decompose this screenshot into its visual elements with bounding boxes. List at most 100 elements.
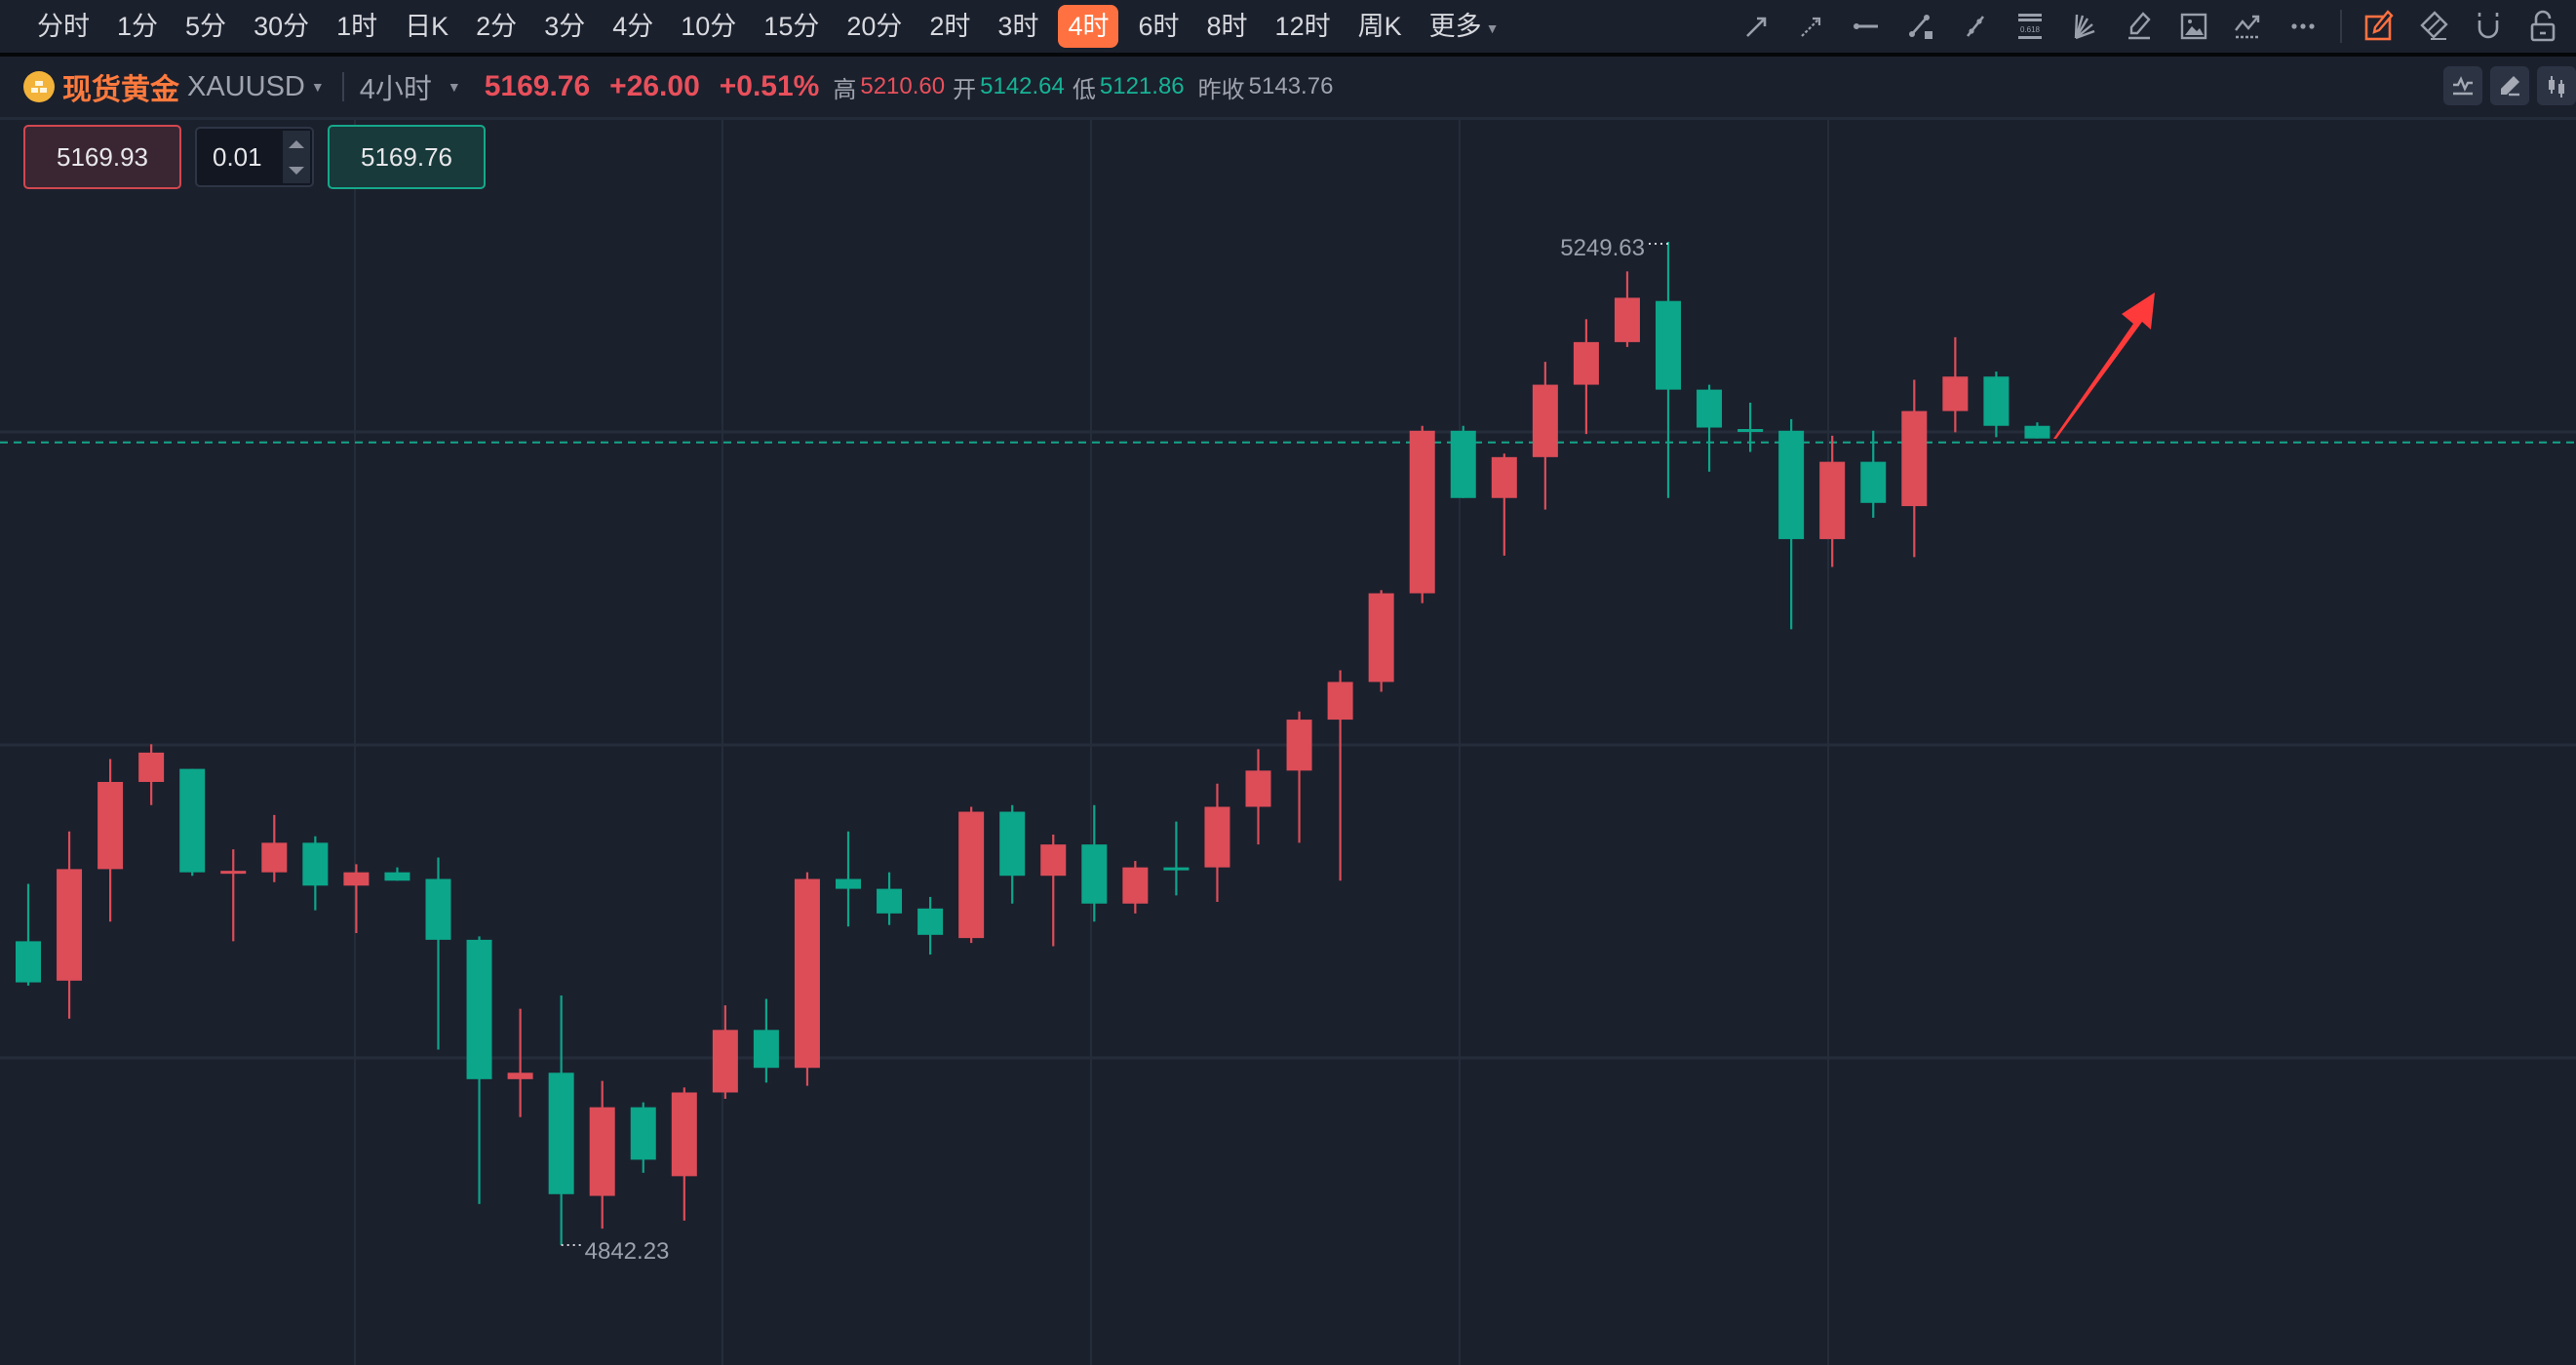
candles [16, 242, 2050, 1245]
magnet-icon [2478, 13, 2499, 39]
period-tab[interactable]: 2时 [916, 5, 984, 48]
candle [836, 831, 861, 927]
period-tab[interactable]: 6时 [1124, 5, 1192, 48]
period-label: 2时 [929, 12, 971, 41]
period-tab[interactable]: 15分 [750, 5, 833, 48]
candle [1860, 430, 1887, 518]
draw-mode-tool[interactable] [2352, 0, 2406, 53]
price-change-pct: +0.51% [719, 70, 820, 102]
toolbar-divider [2340, 10, 2342, 43]
period-tab[interactable]: 3时 [984, 5, 1052, 48]
period-tab[interactable]: 5分 [172, 5, 240, 48]
increment-icon[interactable] [289, 139, 304, 148]
candle [877, 872, 903, 925]
period-tab[interactable]: 更多 ▼ [1416, 5, 1513, 48]
candle [753, 998, 779, 1083]
quantity-stepper[interactable]: 0.01 [195, 127, 314, 187]
candle [302, 836, 329, 911]
period-tab[interactable]: 2分 [462, 5, 530, 48]
period-label: 3分 [544, 12, 586, 41]
symbol-code[interactable]: XAUUSD [187, 70, 305, 102]
period-label: 20分 [846, 12, 903, 41]
polyline-icon [2235, 15, 2260, 39]
period-tab[interactable]: 30分 [240, 5, 323, 48]
high-value: 5210.60 [860, 73, 946, 99]
candle [1942, 336, 1969, 433]
period-label: 更多 [1428, 12, 1482, 41]
lock-tool[interactable] [2516, 0, 2570, 53]
interval-selector[interactable]: 4小时 [359, 74, 432, 105]
ray-icon [1909, 15, 1932, 39]
decrement-icon[interactable] [289, 166, 304, 175]
eraser-tool[interactable] [2406, 0, 2461, 53]
draw-icon [2501, 76, 2519, 97]
period-tab[interactable]: 4时 [1058, 5, 1119, 48]
period-label: 日K [405, 12, 449, 41]
candle [1778, 418, 1805, 630]
period-label: 1时 [336, 12, 378, 41]
magnet-tool[interactable] [2461, 0, 2516, 53]
candle [1614, 271, 1640, 347]
candle-type-button[interactable] [2537, 66, 2576, 105]
high-label: 高 [833, 76, 857, 103]
period-tab[interactable]: 3分 [530, 5, 599, 48]
horizontal-line-icon [1854, 23, 1878, 29]
period-label: 10分 [681, 12, 737, 41]
period-tab[interactable]: 周K [1345, 5, 1416, 48]
period-tab[interactable]: 日K [391, 5, 462, 48]
extended-line-tool[interactable] [1784, 0, 1839, 53]
buy-price-button[interactable]: 5169.76 [328, 125, 486, 189]
low-label: 低 [1072, 76, 1096, 103]
symbol-dropdown-caret-icon[interactable]: ▼ [310, 79, 325, 95]
period-toolbar: 分时 1分 5分 30分 1时 日K 2分 3分 4分 10分 15分 20分 2时 3时 4时 6时 8时 12… [0, 0, 2576, 57]
max-price-label: 5249.63 [1560, 235, 1645, 261]
period-label: 2分 [476, 12, 518, 41]
fan-tool[interactable] [2057, 0, 2112, 53]
ray-tool[interactable] [1893, 0, 1948, 53]
eraser-icon [2420, 11, 2448, 40]
period-label: 6时 [1138, 12, 1180, 41]
candle [98, 759, 124, 922]
interval-dropdown-caret-icon[interactable]: ▼ [447, 79, 461, 95]
candle [425, 857, 451, 1050]
candle [1901, 379, 1928, 558]
polyline-tool[interactable] [2221, 0, 2276, 53]
stepper-controls [283, 131, 310, 183]
candlestick-chart[interactable]: 5249.63 4842.23 [0, 120, 2576, 1365]
period-tab[interactable]: 分时 [23, 5, 103, 48]
horizontal-line-tool[interactable] [1839, 0, 1893, 53]
period-tab[interactable]: 20分 [833, 5, 916, 48]
candle [220, 849, 247, 942]
candle [466, 936, 492, 1204]
arrow-icon [2053, 292, 2155, 439]
trend-line-tool[interactable] [1730, 0, 1784, 53]
quantity-input[interactable]: 0.01 [213, 141, 262, 172]
candle [917, 896, 944, 956]
symbol-name[interactable]: 现货黄金 [62, 74, 179, 106]
fibonacci-tool[interactable]: 0.618 [2003, 0, 2057, 53]
indicator-button[interactable] [2443, 66, 2482, 105]
period-tab[interactable]: 4分 [599, 5, 667, 48]
candle [1327, 670, 1353, 881]
period-label: 12时 [1274, 12, 1331, 41]
quick-trade-panel: 5169.93 0.01 5169.76 [23, 125, 486, 189]
period-tab[interactable]: 8时 [1193, 5, 1262, 48]
period-label: 5分 [185, 12, 227, 41]
image-tool[interactable] [2166, 0, 2221, 53]
price-change: +26.00 [609, 70, 700, 102]
period-label: 4时 [1068, 12, 1110, 41]
more-tools[interactable] [2276, 0, 2330, 53]
open-label: 开 [953, 76, 977, 103]
period-tab[interactable]: 12时 [1262, 5, 1345, 48]
period-label: 3时 [997, 12, 1039, 41]
highlighter-tool[interactable] [2112, 0, 2166, 53]
fan-icon [2074, 14, 2095, 40]
draw-button[interactable] [2490, 66, 2529, 105]
parallel-channel-tool[interactable] [1948, 0, 2003, 53]
period-tab[interactable]: 1时 [323, 5, 391, 48]
period-tab[interactable]: 1分 [103, 5, 172, 48]
more-icon [2291, 23, 2315, 29]
period-tab[interactable]: 10分 [667, 5, 750, 48]
candle [1737, 403, 1764, 452]
sell-price-button[interactable]: 5169.93 [23, 125, 181, 189]
